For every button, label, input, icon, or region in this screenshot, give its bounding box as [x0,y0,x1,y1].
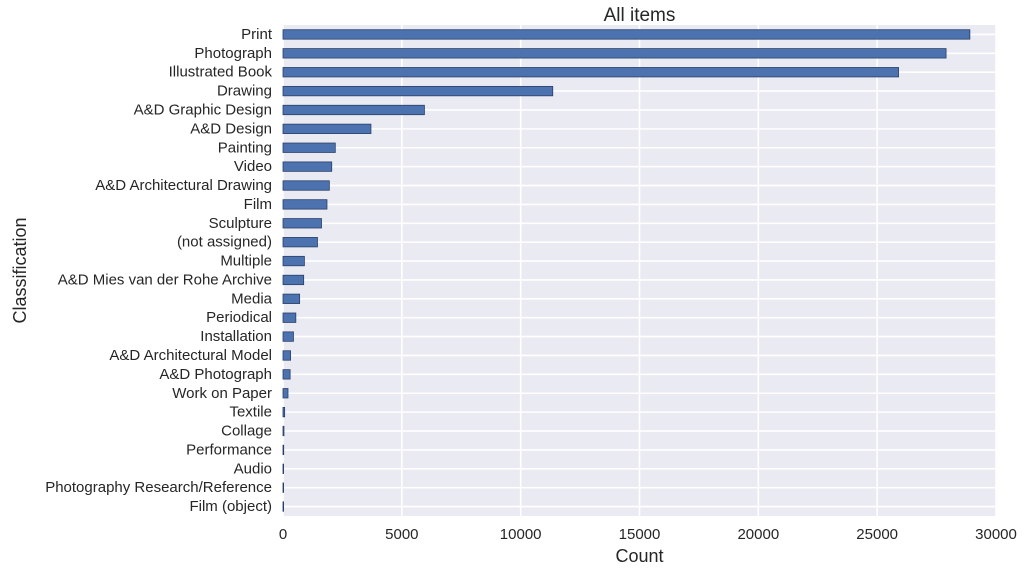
category-label: Textile [229,404,272,421]
x-tick-label: 20000 [737,526,779,543]
bar [282,463,285,474]
category-label: Painting [218,139,272,156]
bar [282,407,286,418]
category-label: Media [231,290,273,307]
category-label: Film (object) [189,498,272,515]
category-label: A&D Graphic Design [134,101,272,118]
chart-title: All items [604,5,676,26]
y-axis-title: Classification [10,217,30,323]
bar [282,501,285,512]
bar [282,331,294,342]
bar [282,29,971,40]
x-tick-label: 5000 [385,526,418,543]
category-label: A&D Photograph [159,366,272,383]
bar [282,482,285,493]
x-tick-label: 10000 [500,526,542,543]
category-label: Periodical [206,309,272,326]
bar [282,161,333,172]
bar [282,142,336,153]
bar [282,104,425,116]
bar [282,85,554,97]
category-label: Performance [186,441,272,458]
bar [282,312,297,323]
category-label: Collage [221,423,272,440]
category-label: A&D Mies van der Rohe Archive [58,271,272,288]
x-tick-label: 25000 [856,526,898,543]
bar [282,123,372,134]
bar [282,180,330,191]
category-label: Illustrated Book [169,64,273,81]
bar [282,274,305,286]
category-label: A&D Architectural Drawing [95,177,272,194]
bar [282,255,305,267]
x-tick-label: 30000 [975,526,1017,543]
category-label: Photograph [194,45,272,62]
bar [282,237,318,248]
category-label: Work on Paper [172,385,272,402]
x-tick-label: 15000 [619,526,661,543]
bar [282,67,899,78]
category-label: Photography Research/Reference [45,479,272,496]
bar [282,48,947,59]
x-tick-labels: 0 5000 10000 15000 20000 25000 30000 [279,526,1017,543]
bar [282,369,291,380]
category-label: Film [244,196,272,213]
category-label: Multiple [220,253,272,270]
category-label: A&D Architectural Model [109,347,272,364]
category-label: Print [241,26,273,43]
category-label: A&D Design [190,120,272,137]
category-label: Video [234,158,272,175]
bar [282,199,328,210]
category-label: Installation [200,328,272,345]
bar [282,218,322,229]
x-axis-title: Count [615,546,663,566]
bar [282,388,289,399]
bar [282,425,285,437]
bar [282,293,301,304]
category-label: Sculpture [209,215,272,232]
bar [282,350,292,361]
x-tick-label: 0 [279,526,287,543]
bars [282,29,971,512]
category-label: Audio [234,460,272,477]
bar [282,444,285,456]
category-label: (not assigned) [177,234,272,251]
category-label: Drawing [217,83,272,100]
